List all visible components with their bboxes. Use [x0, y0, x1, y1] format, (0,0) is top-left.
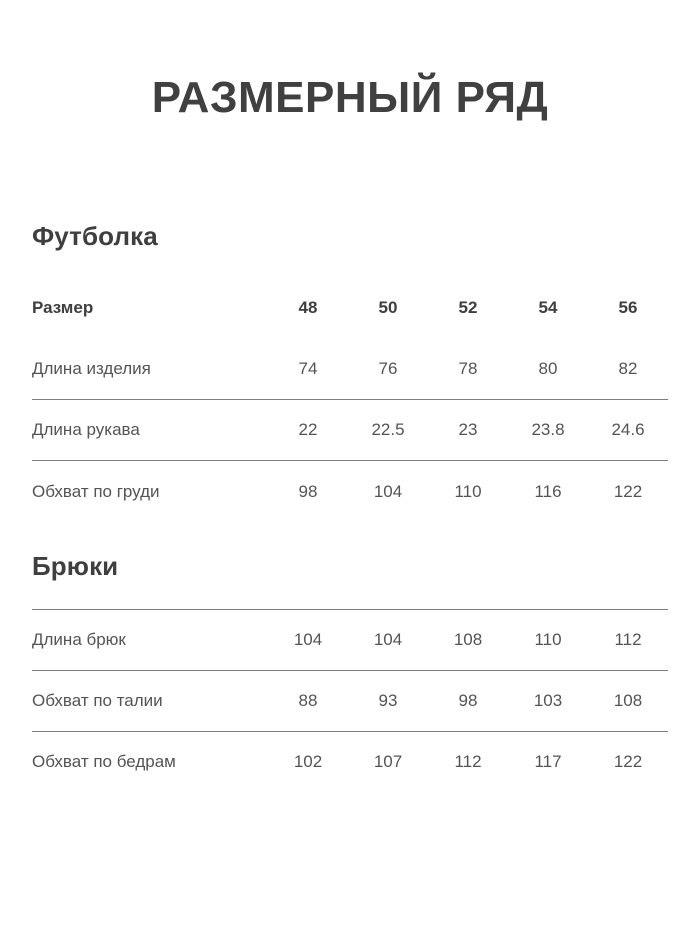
table-row: Длина брюк 104 104 108 110 112: [32, 608, 668, 671]
table-row: Обхват по бедрам 102 107 112 117 122: [32, 731, 668, 792]
cell-value: 104: [268, 608, 348, 671]
size-table-tshirt: Размер 48 50 52 54 56 Длина изделия 74 7…: [32, 278, 668, 522]
section-pants: Брюки Длина брюк 104 104 108 110 112 Обх…: [32, 551, 668, 793]
cell-value: 88: [268, 670, 348, 732]
section-title-pants: Брюки: [32, 551, 119, 581]
row-label-waist-girth: Обхват по талии: [32, 670, 268, 732]
table-header-row: Размер 48 50 52 54 56: [32, 278, 668, 339]
header-label-size: Размер: [32, 298, 94, 318]
cell-value: 102: [293, 752, 323, 772]
cell-value: 117: [534, 752, 562, 772]
page-title: РАЗМЕРНЫЙ РЯД: [151, 73, 549, 122]
cell-value: 93: [348, 670, 428, 732]
cell-value: 80: [508, 338, 588, 401]
size-table-pants: Длина брюк 104 104 108 110 112 Обхват по…: [32, 608, 668, 793]
cell-value: 104: [348, 608, 428, 671]
cell-value: 82: [588, 338, 668, 401]
cell-value: 108: [428, 608, 508, 671]
row-label-chest-girth: Обхват по груди: [32, 481, 160, 501]
cell-value: 103: [508, 670, 588, 732]
table-row: Обхват по талии 88 93 98 103 108: [32, 670, 668, 732]
header-size-56: 56: [618, 298, 638, 318]
cell-value: 74: [268, 338, 348, 401]
cell-value: 23: [428, 399, 508, 462]
row-label-product-length: Длина изделия: [32, 338, 268, 401]
header-size-54: 54: [538, 298, 558, 318]
cell-value: 23.8: [508, 399, 588, 462]
cell-value: 98: [298, 481, 318, 501]
cell-value: 108: [588, 670, 668, 732]
cell-value: 112: [454, 752, 482, 772]
table-row: Длина изделия 74 76 78 80 82: [32, 338, 668, 401]
row-label-hip-girth: Обхват по бедрам: [32, 752, 176, 772]
cell-value: 104: [373, 481, 403, 501]
section-title-tshirt: Футболка: [32, 221, 158, 251]
cell-value: 22: [268, 399, 348, 462]
table-row: Длина рукава 22 22.5 23 23.8 24.6: [32, 399, 668, 462]
header-size-48: 48: [298, 298, 318, 318]
cell-value: 122: [613, 752, 643, 772]
row-label-pants-length: Длина брюк: [32, 608, 268, 671]
cell-value: 24.6: [588, 399, 668, 462]
cell-value: 107: [373, 752, 403, 772]
cell-value: 98: [428, 670, 508, 732]
row-label-sleeve-length: Длина рукава: [32, 399, 268, 462]
header-size-52: 52: [458, 298, 478, 318]
header-size-50: 50: [378, 298, 398, 318]
cell-value: 22.5: [348, 399, 428, 462]
cell-value: 122: [613, 481, 643, 501]
cell-value: 78: [428, 338, 508, 401]
cell-value: 76: [348, 338, 428, 401]
cell-value: 112: [588, 608, 668, 671]
table-row: Обхват по груди 98 104 110 116 122: [32, 461, 668, 522]
cell-value: 116: [534, 481, 562, 501]
section-tshirt: Футболка Размер 48 50 52 54 56 Длина изд…: [32, 221, 668, 522]
cell-value: 110: [508, 608, 588, 671]
cell-value: 110: [454, 481, 482, 501]
